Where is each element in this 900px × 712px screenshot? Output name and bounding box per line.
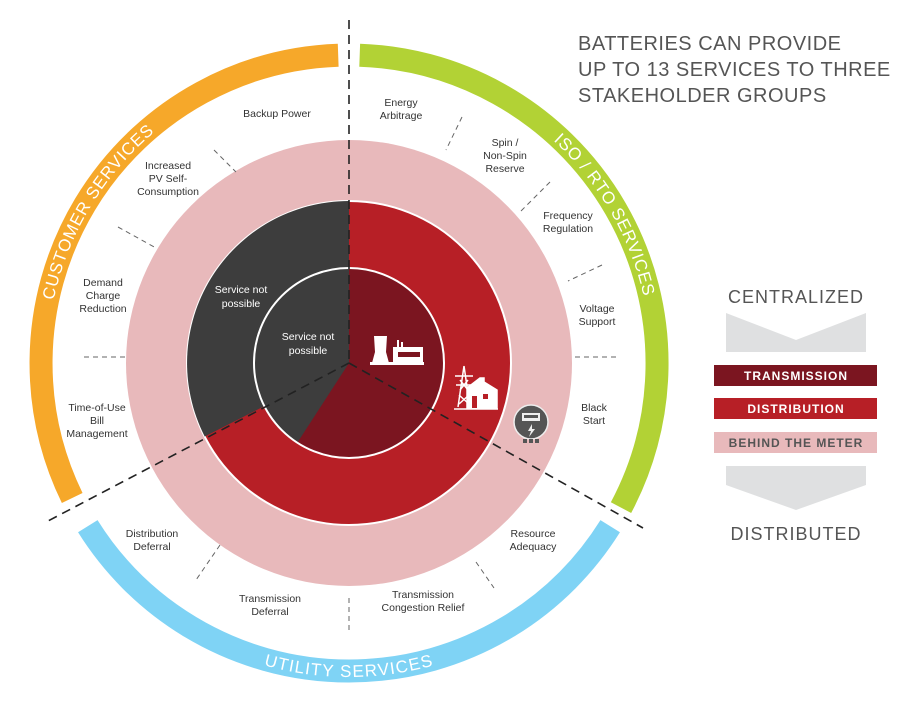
legend-transmission-label: TRANSMISSION [744,369,848,383]
transmission-not-possible-sector [254,268,349,443]
service-frequency-regulation: Frequency Regulation [543,210,594,235]
service-transmission-deferral: Transmission Deferral [239,593,301,618]
legend-behind-the-meter-label: BEHIND THE METER [729,436,864,450]
service-backup-power: Backup Power [243,108,311,120]
service-black-start: Black Start [581,402,607,427]
divider-lower-right [348,362,644,529]
legend-behind-the-meter [714,432,877,453]
service-distribution-deferral: Distribution Deferral [126,528,179,553]
legend-transmission [714,365,877,386]
service-increased-pv-self-consumption: Increased PV Self-Consumption [137,160,199,198]
distribution-not-possible-label: Service not possible [215,284,268,310]
legend-distributed: DISTRIBUTED [730,524,861,544]
transmission-tower-house-icon [454,365,498,410]
page-title: BATTERIES CAN PROVIDE UP TO 13 SERVICES T… [578,33,891,107]
service-separators [84,116,616,630]
divider-lower-left [47,362,350,522]
service-spin-reserve: Spin / Non-Spin Reserve [483,137,527,175]
service-resource-adequacy: Resource Adequacy [510,528,557,553]
service-voltage-support: Voltage Support [579,303,616,328]
transmission-not-possible-label: Service not possible [282,331,335,357]
chevron-down-top-icon [726,313,866,352]
electric-meter-icon [513,404,549,443]
customer-services-label: CUSTOMER SERVICES [39,120,158,301]
service-transmission-congestion-relief: Transmission Congestion Relief [382,589,465,614]
service-demand-charge-reduction: Demand Charge Reduction [79,277,126,315]
service-energy-arbitrage: Energy Arbitrage [380,97,423,122]
legend-distribution-label: DISTRIBUTION [747,402,844,416]
legend-centralized: CENTRALIZED [728,287,864,307]
power-plant-icon [370,336,424,365]
legend-distribution [714,398,877,419]
service-time-of-use-bill-management: Time-of-Use Bill Management [66,402,127,440]
chevron-down-bottom-icon [726,466,866,510]
